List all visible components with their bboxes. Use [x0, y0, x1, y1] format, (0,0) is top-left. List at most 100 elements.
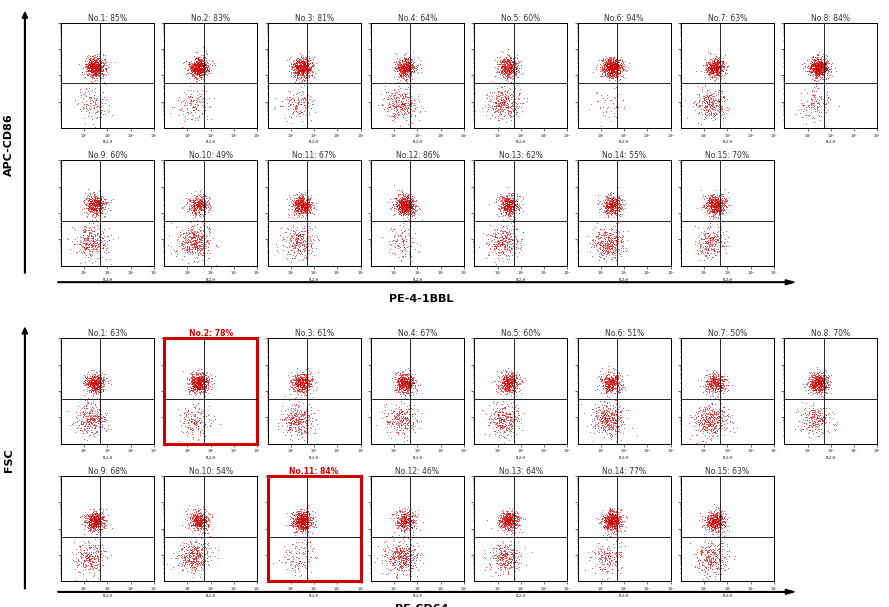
- Point: [299, 69, 313, 79]
- Point: [398, 202, 412, 211]
- Point: [301, 66, 316, 75]
- Point: [397, 369, 412, 379]
- Point: [701, 106, 715, 115]
- Point: [701, 507, 716, 517]
- Point: [807, 59, 821, 69]
- Point: [293, 206, 308, 215]
- Point: [182, 237, 196, 246]
- Point: [406, 376, 420, 386]
- Point: [200, 548, 214, 557]
- Point: [709, 98, 723, 107]
- Point: [193, 66, 207, 75]
- Point: [386, 407, 400, 416]
- Point: [615, 517, 629, 527]
- Point: [399, 200, 413, 209]
- Point: [813, 378, 827, 388]
- Point: [702, 64, 717, 73]
- Point: [393, 201, 407, 211]
- Point: [75, 232, 89, 242]
- Point: [199, 376, 213, 385]
- Point: [818, 62, 832, 72]
- Point: [292, 378, 307, 387]
- Point: [598, 191, 613, 200]
- Point: [503, 373, 517, 383]
- Point: [203, 225, 217, 234]
- Point: [498, 515, 512, 525]
- Point: [401, 374, 415, 384]
- Point: [696, 408, 710, 418]
- Point: [197, 378, 212, 387]
- Point: [721, 521, 735, 531]
- Point: [497, 422, 511, 432]
- Point: [279, 92, 293, 102]
- Point: [292, 206, 306, 216]
- Point: [392, 93, 406, 103]
- Point: [102, 235, 116, 245]
- Point: [605, 410, 619, 420]
- Point: [814, 57, 829, 67]
- Point: [808, 55, 822, 65]
- Point: [398, 89, 412, 99]
- Point: [191, 547, 205, 557]
- Point: [197, 385, 212, 395]
- Point: [394, 370, 408, 380]
- Point: [289, 379, 303, 388]
- Point: [91, 380, 105, 390]
- Point: [390, 382, 404, 392]
- Point: [291, 73, 305, 83]
- Point: [194, 59, 208, 69]
- Point: [299, 375, 313, 384]
- Point: [401, 417, 415, 427]
- Point: [84, 511, 98, 521]
- Point: [300, 200, 315, 209]
- Point: [605, 376, 620, 386]
- Point: [300, 514, 314, 524]
- Point: [289, 229, 303, 239]
- Point: [183, 68, 197, 78]
- Point: [193, 559, 207, 569]
- Point: [185, 376, 199, 386]
- Point: [404, 560, 418, 570]
- Point: [601, 62, 615, 72]
- Point: [299, 210, 313, 220]
- Point: [199, 203, 213, 212]
- Point: [288, 59, 302, 69]
- Point: [696, 60, 710, 70]
- Point: [704, 199, 718, 209]
- Point: [190, 90, 204, 100]
- Point: [85, 100, 100, 110]
- Point: [295, 65, 309, 75]
- Point: [400, 522, 414, 532]
- Point: [200, 65, 214, 75]
- Point: [190, 200, 204, 210]
- Point: [811, 59, 825, 69]
- Point: [503, 518, 517, 527]
- Point: [196, 545, 210, 555]
- Point: [292, 63, 306, 72]
- Point: [810, 422, 824, 432]
- Point: [94, 112, 108, 121]
- Point: [293, 199, 308, 209]
- Point: [498, 411, 512, 421]
- Point: [597, 226, 612, 236]
- Point: [396, 526, 411, 536]
- Point: [68, 418, 82, 427]
- Point: [289, 510, 303, 520]
- Point: [710, 199, 725, 209]
- Point: [189, 203, 204, 212]
- Point: [504, 202, 518, 211]
- Point: [703, 555, 717, 565]
- Point: [497, 111, 511, 121]
- Point: [304, 104, 318, 114]
- Point: [608, 373, 622, 382]
- Point: [299, 364, 313, 374]
- Point: [601, 59, 615, 69]
- Point: [704, 516, 718, 526]
- Point: [393, 72, 407, 81]
- Point: [402, 400, 416, 410]
- Point: [509, 374, 524, 384]
- Point: [290, 519, 304, 529]
- Point: [292, 384, 307, 394]
- Point: [613, 517, 627, 527]
- Point: [503, 193, 517, 203]
